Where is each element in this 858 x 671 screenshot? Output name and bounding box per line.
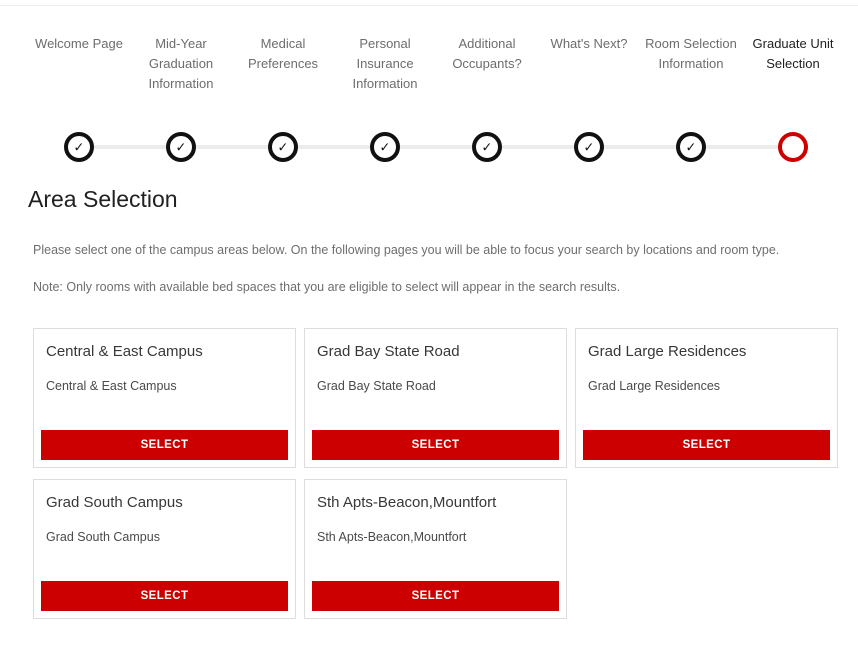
- step-circle[interactable]: ✓: [268, 132, 298, 162]
- select-button-5[interactable]: SELECT: [312, 581, 559, 611]
- checkmark-icon: ✓: [685, 139, 697, 154]
- stepper-step-3[interactable]: Medical Preferences ✓: [232, 34, 334, 162]
- area-card-description: Sth Apts-Beacon,Mountfort: [317, 530, 467, 544]
- step-label: Welcome Page: [35, 36, 123, 51]
- step-circle[interactable]: ✓: [64, 132, 94, 162]
- stepper-step-5[interactable]: Additional Occupants? ✓: [436, 34, 538, 162]
- step-circle[interactable]: ✓: [166, 132, 196, 162]
- header-divider: [0, 0, 858, 6]
- stepper-step-2[interactable]: Mid-Year Graduation Information ✓: [130, 34, 232, 162]
- stepper-step-7[interactable]: Room Selection Information ✓: [640, 34, 742, 162]
- step-circle[interactable]: ✓: [676, 132, 706, 162]
- step-circle[interactable]: ✓: [574, 132, 604, 162]
- checkmark-icon: ✓: [73, 139, 85, 154]
- step-label: Medical Preferences: [247, 36, 319, 71]
- area-card-description: Grad South Campus: [46, 530, 160, 544]
- area-card: Central & East Campus Central & East Cam…: [33, 328, 296, 468]
- area-card: Grad Large Residences Grad Large Residen…: [575, 328, 838, 468]
- stepper-step-8[interactable]: Graduate Unit Selection: [742, 34, 844, 162]
- checkmark-icon: ✓: [481, 139, 493, 154]
- select-button-2[interactable]: SELECT: [312, 430, 559, 460]
- step-label: Additional Occupants?: [452, 36, 522, 71]
- progress-stepper: Welcome Page ✓ Mid-Year Graduation Infor…: [0, 34, 844, 162]
- step-label: What's Next?: [550, 36, 628, 51]
- step-label: Mid-Year Graduation Information: [148, 36, 214, 91]
- stepper-step-4[interactable]: Personal Insurance Information ✓: [334, 34, 436, 162]
- area-card-description: Central & East Campus: [46, 379, 177, 393]
- select-button-1[interactable]: SELECT: [41, 430, 288, 460]
- area-card: Grad Bay State Road Grad Bay State Road …: [304, 328, 567, 468]
- stepper-step-6[interactable]: What's Next? ✓: [538, 34, 640, 162]
- step-circle[interactable]: ✓: [472, 132, 502, 162]
- select-button-4[interactable]: SELECT: [41, 581, 288, 611]
- area-card-title: Central & East Campus: [46, 343, 203, 360]
- area-card-description: Grad Bay State Road: [317, 379, 436, 393]
- area-card-title: Grad Bay State Road: [317, 343, 460, 360]
- area-card: Sth Apts-Beacon,Mountfort Sth Apts-Beaco…: [304, 479, 567, 619]
- area-card-title: Grad South Campus: [46, 494, 183, 511]
- checkmark-icon: ✓: [379, 139, 391, 154]
- step-circle[interactable]: [778, 132, 808, 162]
- step-label: Room Selection Information: [645, 36, 737, 71]
- area-card-grid: Central & East Campus Central & East Cam…: [33, 328, 838, 619]
- checkmark-icon: ✓: [583, 139, 595, 154]
- checkmark-icon: ✓: [277, 139, 289, 154]
- stepper-connector-line: [79, 145, 793, 149]
- area-card-title: Sth Apts-Beacon,Mountfort: [317, 494, 497, 511]
- select-button-3[interactable]: SELECT: [583, 430, 830, 460]
- intro-text: Please select one of the campus areas be…: [33, 243, 780, 257]
- page-title: Area Selection: [28, 186, 178, 212]
- stepper-step-1[interactable]: Welcome Page ✓: [28, 34, 130, 162]
- area-card-description: Grad Large Residences: [588, 379, 721, 393]
- step-label: Personal Insurance Information: [352, 36, 418, 91]
- note-text: Note: Only rooms with available bed spac…: [33, 280, 621, 294]
- step-circle[interactable]: ✓: [370, 132, 400, 162]
- area-card-title: Grad Large Residences: [588, 343, 747, 360]
- checkmark-icon: ✓: [175, 139, 187, 154]
- step-label: Graduate Unit Selection: [752, 36, 834, 71]
- area-card: Grad South Campus Grad South Campus SELE…: [33, 479, 296, 619]
